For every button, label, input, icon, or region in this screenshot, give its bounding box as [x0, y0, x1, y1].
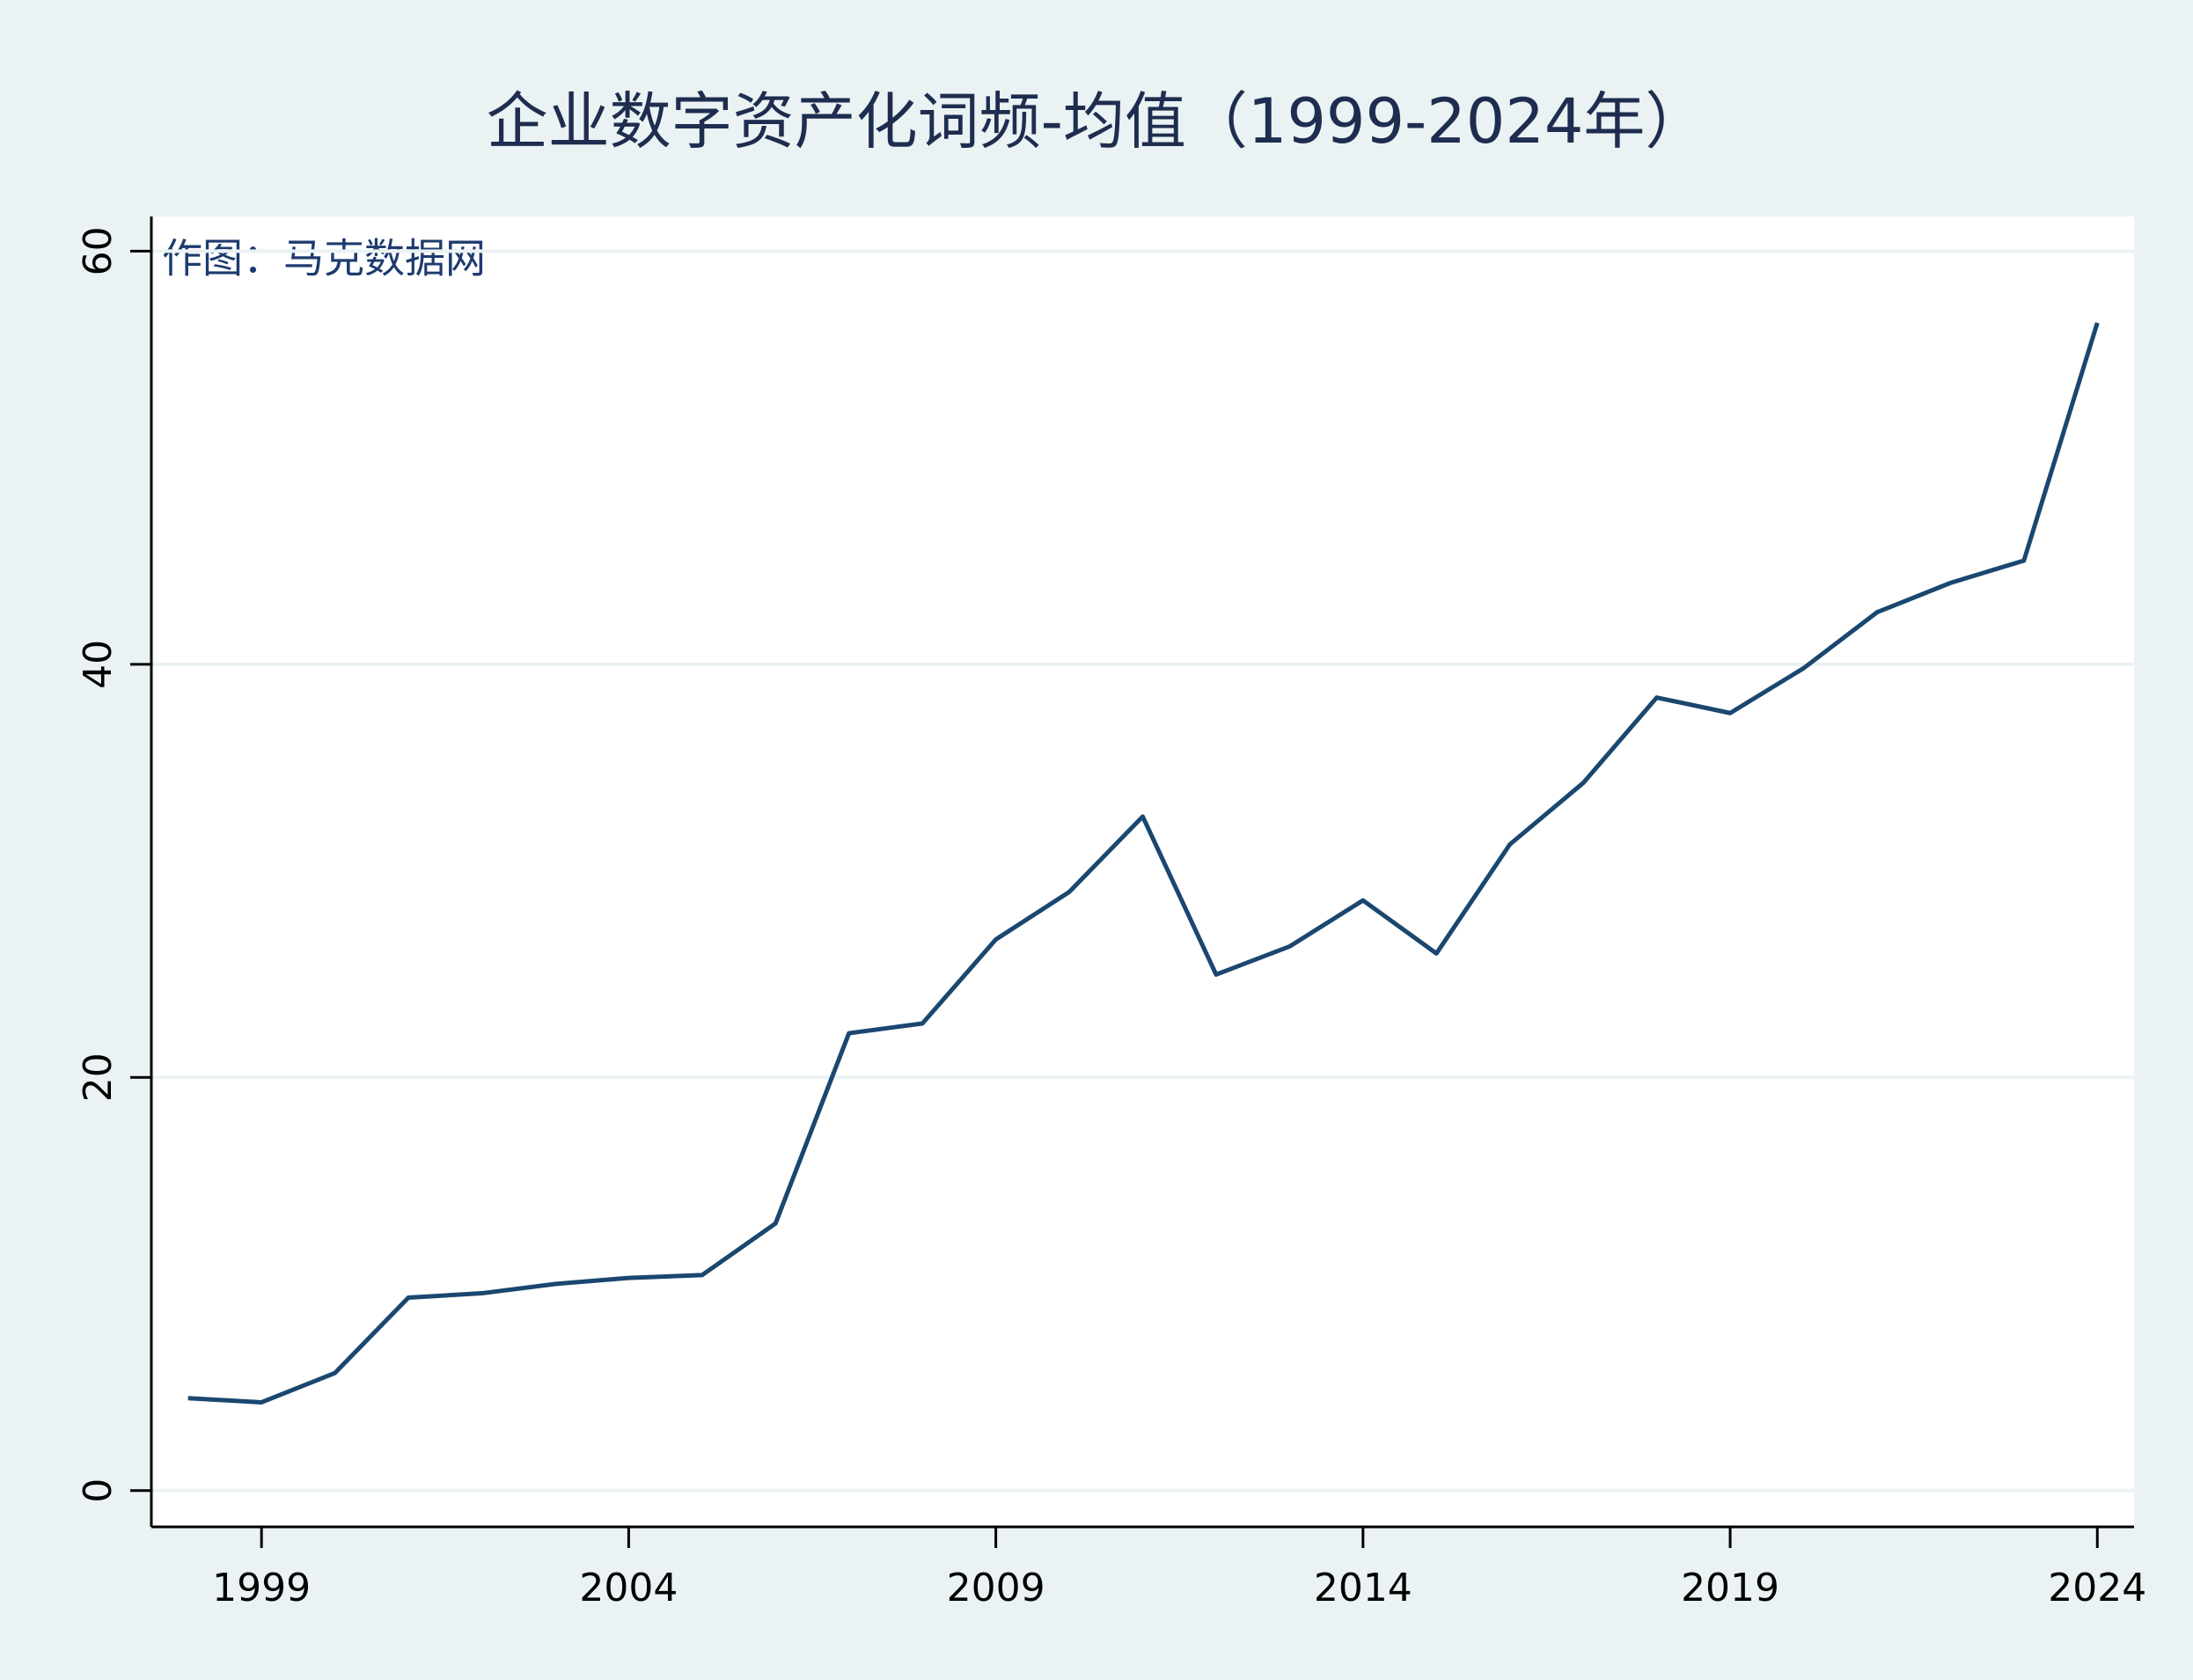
y-tick-label: 20: [76, 1053, 121, 1102]
y-tick-label: 0: [76, 1478, 121, 1503]
y-tick-label: 40: [76, 640, 121, 689]
x-tick-label: 2004: [579, 1566, 678, 1610]
plot-area: [151, 216, 2134, 1527]
y-tick-label: 60: [76, 226, 121, 275]
data-line: [187, 322, 2100, 1405]
x-tick-label: 2014: [1314, 1566, 1412, 1610]
chart-title: 企业数字资产化词频-均值（1999-2024年）: [487, 85, 1707, 158]
x-tick-label: 2024: [2048, 1566, 2146, 1610]
annotation: 作图：马克数据网: [162, 235, 486, 282]
x-tick-label: 2019: [1681, 1566, 1779, 1610]
x-tick-label: 1999: [212, 1566, 311, 1610]
x-tick-label: 2009: [947, 1566, 1045, 1610]
